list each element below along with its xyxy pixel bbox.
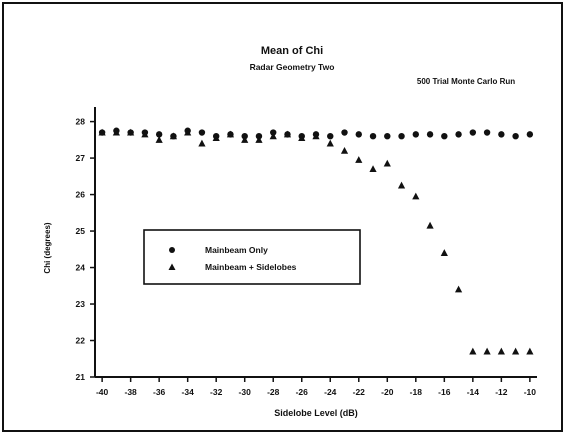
mainbeam-sidelobes-point bbox=[454, 285, 463, 293]
mainbeam-sidelobes-point bbox=[355, 156, 363, 163]
mainbeam-sidelobes-point bbox=[269, 132, 277, 140]
mainbeam-sidelobes-point bbox=[226, 130, 235, 138]
mainbeam-only-point bbox=[483, 129, 491, 136]
y-axis-label: Chi (degrees) bbox=[43, 222, 52, 273]
figure-frame bbox=[2, 2, 563, 432]
mainbeam-sidelobes-point bbox=[112, 128, 120, 136]
mainbeam-only-point bbox=[455, 131, 462, 138]
legend-circle-marker bbox=[169, 247, 175, 253]
data-marks bbox=[98, 127, 534, 355]
mainbeam-only-point bbox=[512, 132, 519, 140]
mainbeam-sidelobes-point bbox=[326, 139, 334, 147]
mainbeam-only-point bbox=[526, 131, 534, 138]
mainbeam-sidelobes-point bbox=[397, 181, 406, 189]
mainbeam-sidelobes-point bbox=[526, 347, 534, 355]
mainbeam-sidelobes-point bbox=[198, 139, 206, 147]
mainbeam-only-point bbox=[327, 132, 334, 140]
y-tick-label: 25 bbox=[76, 226, 86, 236]
legend-triangle-marker bbox=[168, 263, 176, 270]
x-tick-label: -24 bbox=[324, 387, 337, 397]
y-tick-label: 26 bbox=[76, 190, 86, 200]
x-tick-label: -16 bbox=[438, 387, 451, 397]
mainbeam-sidelobes-point bbox=[255, 136, 263, 143]
x-tick-label: -30 bbox=[239, 387, 252, 397]
y-tick-label: 23 bbox=[76, 299, 86, 309]
mainbeam-sidelobes-point bbox=[412, 192, 420, 200]
mainbeam-only-point bbox=[469, 129, 477, 136]
mainbeam-sidelobes-point bbox=[497, 347, 505, 355]
mainbeam-sidelobes-point bbox=[283, 130, 292, 138]
mainbeam-sidelobes-point bbox=[169, 132, 178, 140]
y-tick-label: 21 bbox=[76, 372, 86, 382]
x-tick-label: -40 bbox=[96, 387, 109, 397]
mainbeam-sidelobes-point bbox=[141, 130, 149, 138]
mainbeam-sidelobes-point bbox=[127, 128, 135, 136]
mainbeam-sidelobes-point bbox=[426, 221, 434, 229]
x-tick-label: -22 bbox=[353, 387, 366, 397]
mainbeam-only-point bbox=[341, 129, 348, 136]
mainbeam-only-point bbox=[441, 132, 448, 140]
x-tick-label: -18 bbox=[410, 387, 423, 397]
mainbeam-sidelobes-point bbox=[440, 249, 448, 256]
mainbeam-sidelobes-point bbox=[483, 347, 491, 355]
mainbeam-only-point bbox=[355, 131, 362, 138]
mainbeam-sidelobes-point bbox=[512, 347, 520, 355]
y-tick-label: 28 bbox=[76, 117, 86, 127]
mainbeam-sidelobes-point bbox=[155, 136, 163, 143]
x-tick-label: -20 bbox=[381, 387, 394, 397]
y-tick-label: 27 bbox=[76, 153, 86, 163]
x-tick-label: -38 bbox=[124, 387, 137, 397]
mainbeam-only-point bbox=[412, 131, 420, 138]
mainbeam-only-point bbox=[426, 131, 434, 138]
x-tick-label: -12 bbox=[495, 387, 508, 397]
mainbeam-sidelobes-point bbox=[298, 134, 306, 142]
mainbeam-only-point bbox=[369, 132, 377, 140]
x-tick-label: -36 bbox=[153, 387, 166, 397]
mainbeam-sidelobes-point bbox=[340, 146, 349, 154]
axes-group: -40 -38 -36 -34 -32 -30 -28 -26 -24 -22 -20 -18 -16 -… bbox=[76, 107, 537, 397]
mainbeam-sidelobes-point bbox=[383, 159, 391, 167]
x-axis-label: Sidelobe Level (dB) bbox=[274, 408, 358, 418]
x-tick-label: -26 bbox=[296, 387, 309, 397]
x-tick-label: -28 bbox=[267, 387, 280, 397]
mainbeam-only-point bbox=[398, 132, 405, 140]
mainbeam-sidelobes-point bbox=[241, 136, 249, 143]
mainbeam-only-point bbox=[498, 131, 505, 138]
mainbeam-sidelobes-point bbox=[184, 128, 192, 136]
x-tick-label: -32 bbox=[210, 387, 223, 397]
mainbeam-sidelobes-point bbox=[312, 132, 320, 140]
chart-subtitle: Radar Geometry Two bbox=[250, 62, 335, 72]
mainbeam-sidelobes-point bbox=[212, 134, 220, 142]
legend-box bbox=[143, 229, 361, 285]
y-tick-label: 24 bbox=[76, 263, 86, 273]
y-tick-label: 22 bbox=[76, 336, 86, 346]
mainbeam-sidelobes-point bbox=[469, 347, 477, 355]
mainbeam-sidelobes-point bbox=[98, 128, 106, 136]
x-tick-label: -10 bbox=[524, 387, 537, 397]
x-tick-label: -34 bbox=[182, 387, 195, 397]
mainbeam-sidelobes-point bbox=[369, 165, 377, 173]
mainbeam-only-point bbox=[198, 129, 206, 136]
x-tick-label: -14 bbox=[467, 387, 480, 397]
legend: Mainbeam Only Mainbeam + Sidelobes bbox=[143, 229, 361, 285]
chart-annotation: 500 Trial Monte Carlo Run bbox=[417, 77, 515, 86]
legend-label-mainbeam-sidelobes: Mainbeam + Sidelobes bbox=[205, 262, 297, 272]
chart-title: Mean of Chi bbox=[261, 45, 323, 57]
mainbeam-only-point bbox=[384, 132, 391, 140]
mainbeam-only-point bbox=[155, 131, 163, 138]
legend-label-mainbeam-only: Mainbeam Only bbox=[205, 245, 268, 255]
